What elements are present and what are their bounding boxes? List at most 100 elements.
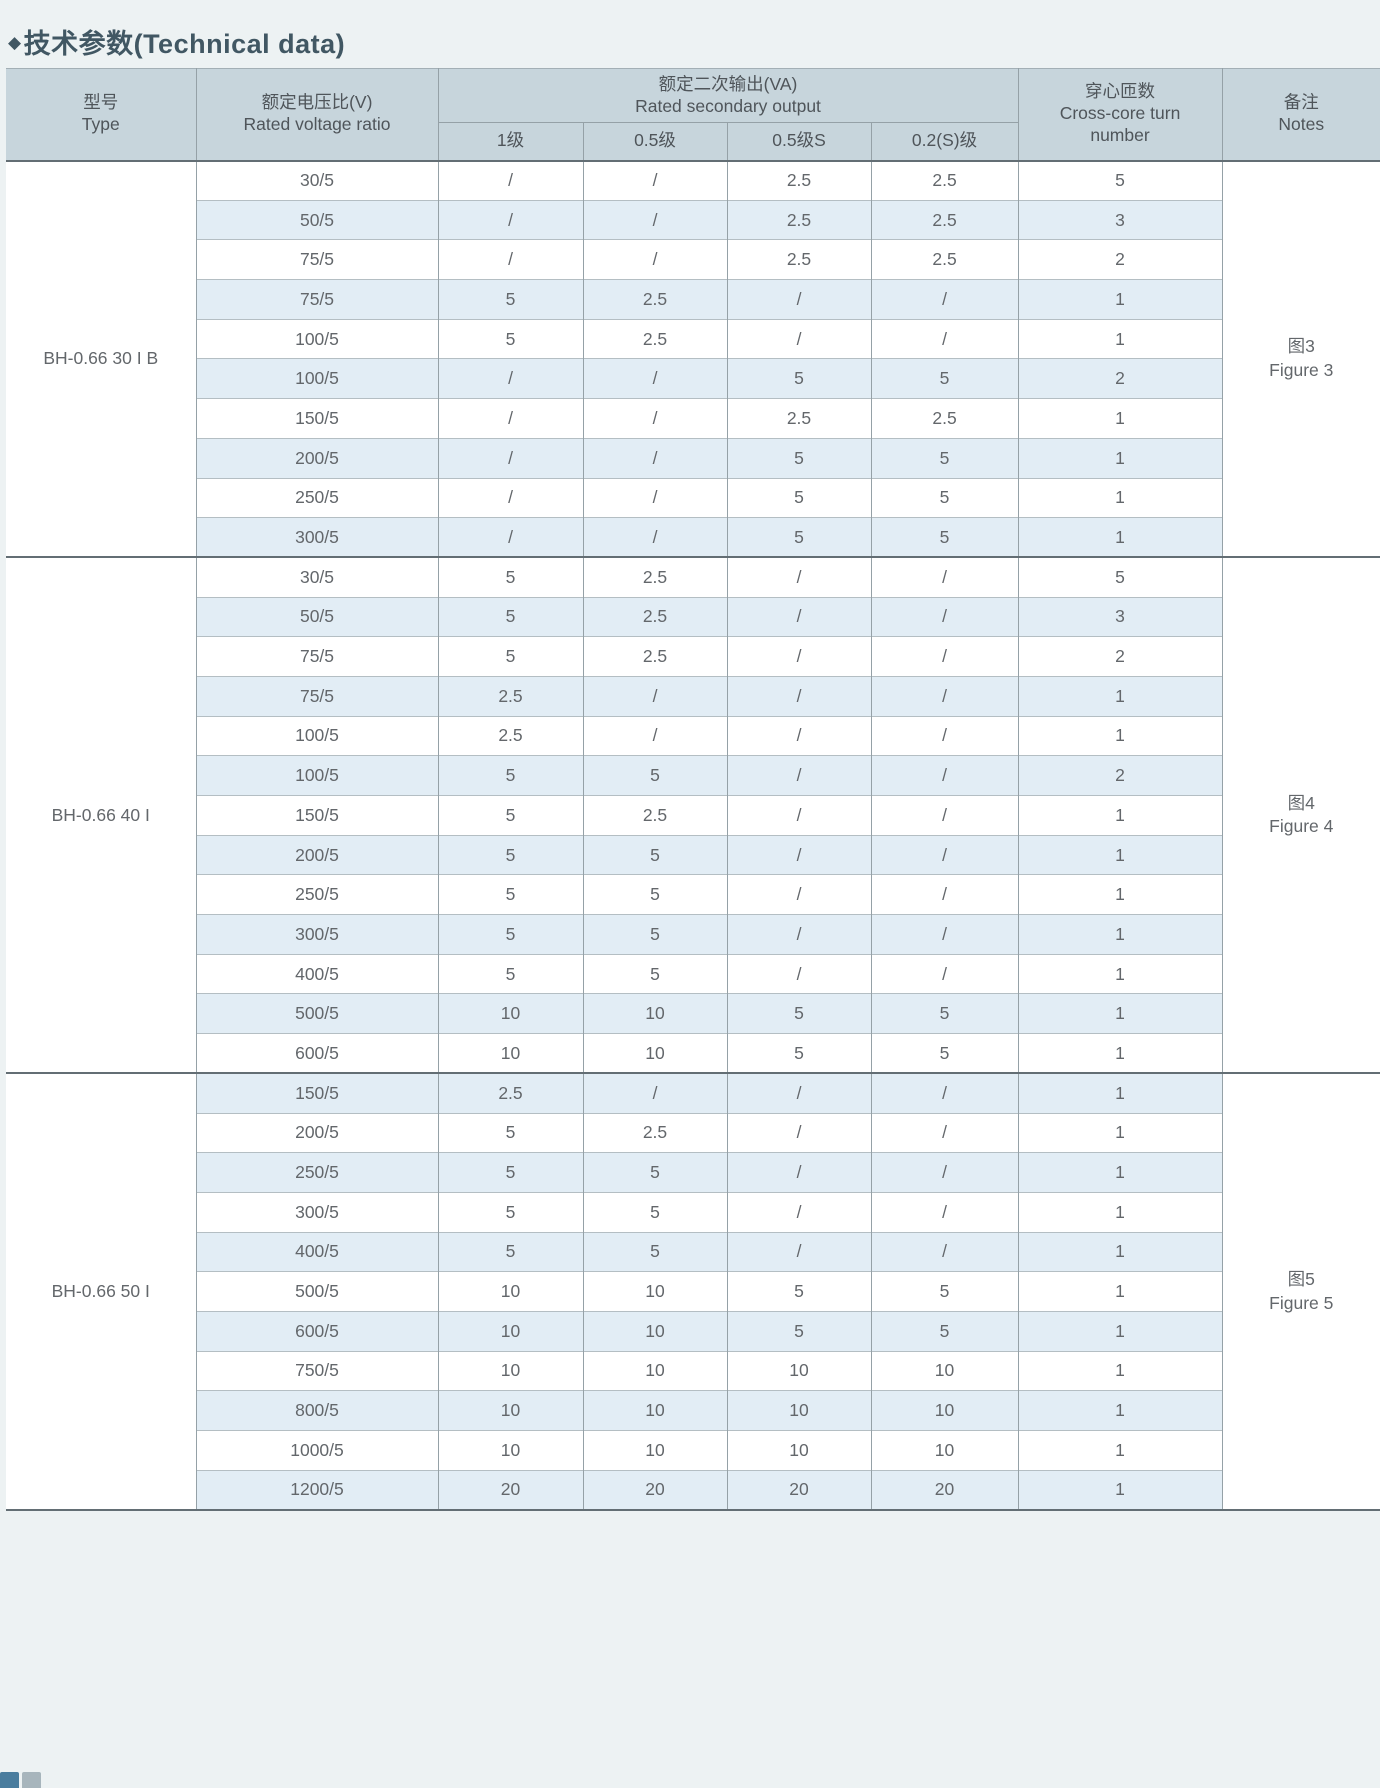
col-header-turns: 穿心匝数 Cross-core turn number <box>1017 68 1223 161</box>
col-header-class-0-5: 0.5级 <box>582 122 728 161</box>
output-class05s-cell: / <box>726 914 872 955</box>
ratio-cell: 150/5 <box>195 795 439 836</box>
ratio-cell: 600/5 <box>195 1310 439 1352</box>
output-class1-cell: 10 <box>437 1033 584 1074</box>
table-row: BH-0.66 30 I B 30/5//2.5 2.5 5 图3 Figure 3 <box>6 159 1380 558</box>
output-class02s-cell: / <box>870 596 1019 637</box>
turns-cell: 1 <box>1017 1350 1223 1391</box>
ratio-cell: 75/5 <box>195 279 439 320</box>
table-row: 50/5//2.5 2.5 3 <box>6 199 1380 240</box>
col-header-ratio-en: Rated voltage ratio <box>243 114 391 135</box>
col-header-output: 额定二次输出(VA) Rated secondary output <box>437 68 1019 123</box>
output-class02s-cell: 2.5 <box>870 159 1019 201</box>
turns-cell: 1 <box>1017 874 1223 915</box>
output-class05s-cell: / <box>726 1231 872 1272</box>
output-class05s-cell: 5 <box>726 358 872 399</box>
output-class1-cell: / <box>437 239 584 280</box>
output-class05-cell: 2.5 <box>582 795 728 836</box>
output-class05-cell: 10 <box>582 1271 728 1312</box>
ratio-cell: 30/5 <box>195 159 439 201</box>
output-class05-cell: / <box>582 159 728 201</box>
output-class05-cell: / <box>582 675 728 717</box>
output-class1-cell: 5 <box>437 1231 584 1272</box>
output-class05s-cell: / <box>726 795 872 836</box>
ratio-cell: 1200/5 <box>195 1469 439 1510</box>
turns-cell: 3 <box>1017 199 1223 240</box>
output-class05s-cell: 2.5 <box>726 159 872 201</box>
table-row: 100/5 5 5//2 <box>6 755 1380 796</box>
turns-cell: 1 <box>1017 477 1223 518</box>
output-class05-cell: 10 <box>582 1430 728 1471</box>
output-class1-cell: 5 <box>437 795 584 836</box>
table-row: 75/5 5 2.5//2 <box>6 636 1380 677</box>
col-header-type: 型号 Type <box>6 68 197 161</box>
output-class05-cell: / <box>582 1072 728 1113</box>
output-class05s-cell: 2.5 <box>726 398 872 439</box>
output-class02s-cell: / <box>870 1191 1019 1233</box>
output-class02s-cell: 5 <box>870 517 1019 558</box>
output-class05-cell: / <box>582 358 728 399</box>
col-header-notes: 备注 Notes <box>1221 68 1380 161</box>
model-type-cell: BH-0.66 30 I B <box>6 159 197 558</box>
col-header-class-1: 1级 <box>438 122 584 161</box>
table-row: 100/5 2.5///1 <box>6 715 1380 756</box>
output-class02s-cell: / <box>870 795 1019 836</box>
ratio-cell: 75/5 <box>195 239 439 280</box>
ratio-cell: 800/5 <box>195 1390 439 1431</box>
output-class1-cell: / <box>437 159 584 201</box>
output-class02s-cell: / <box>870 914 1019 955</box>
table-row: 75/5//2.5 2.5 2 <box>6 239 1380 280</box>
output-class1-cell: 5 <box>437 874 584 915</box>
ratio-cell: 500/5 <box>195 1271 439 1312</box>
output-class02s-cell: 5 <box>870 358 1019 399</box>
output-class05-cell: 5 <box>582 874 728 915</box>
turns-cell: 1 <box>1017 715 1223 756</box>
col-header-class-0-2s: 0.2(S)级 <box>870 122 1019 161</box>
output-class1-cell: 10 <box>437 1390 584 1431</box>
output-class05s-cell: / <box>726 596 872 637</box>
ratio-cell: 100/5 <box>195 755 439 796</box>
turns-cell: 2 <box>1017 755 1223 796</box>
output-class1-cell: 5 <box>437 914 584 955</box>
ratio-cell: 500/5 <box>195 993 439 1034</box>
notes-cell: 图4 Figure 4 <box>1221 556 1380 1074</box>
output-class05-cell: / <box>582 477 728 518</box>
ratio-cell: 100/5 <box>195 358 439 399</box>
turns-cell: 2 <box>1017 358 1223 399</box>
output-class05s-cell: 5 <box>726 517 872 558</box>
output-class05-cell: 10 <box>582 1310 728 1352</box>
turns-cell: 1 <box>1017 1112 1223 1153</box>
notes-cell: 图5 Figure 5 <box>1221 1072 1380 1510</box>
col-header-output-en: Rated secondary output <box>635 95 821 116</box>
output-class02s-cell: 5 <box>870 1310 1019 1352</box>
table-row: 400/5 5 5//1 <box>6 1231 1380 1272</box>
output-class02s-cell: 2.5 <box>870 398 1019 439</box>
output-class1-cell: / <box>437 398 584 439</box>
turns-cell: 1 <box>1017 953 1223 994</box>
output-class05-cell: 5 <box>582 1191 728 1233</box>
ratio-cell: 400/5 <box>195 1231 439 1272</box>
table-row: 500/5 10 10 5 5 1 <box>6 993 1380 1034</box>
page-title: ◆ 技术参数(Technical data) <box>8 22 345 61</box>
ratio-cell: 250/5 <box>195 477 439 518</box>
table-row: 500/5 10 10 5 5 1 <box>6 1271 1380 1312</box>
turns-cell: 1 <box>1017 834 1223 875</box>
table-row: 250/5 5 5//1 <box>6 874 1380 915</box>
output-class1-cell: 5 <box>437 556 584 598</box>
ratio-cell: 300/5 <box>195 517 439 558</box>
output-class05s-cell: 10 <box>726 1390 872 1431</box>
table-row: 50/5 5 2.5//3 <box>6 596 1380 637</box>
col-header-ratio-zh: 额定电压比(V) <box>261 92 373 113</box>
ratio-cell: 50/5 <box>195 596 439 637</box>
output-class02s-cell: 10 <box>870 1350 1019 1391</box>
output-class05s-cell: 5 <box>726 477 872 518</box>
output-class02s-cell: / <box>870 279 1019 320</box>
output-class05-cell: 10 <box>582 993 728 1034</box>
turns-cell: 1 <box>1017 1152 1223 1193</box>
ratio-cell: 200/5 <box>195 1112 439 1153</box>
output-class05-cell: / <box>582 239 728 280</box>
output-class05s-cell: / <box>726 1072 872 1113</box>
output-class05s-cell: / <box>726 1152 872 1193</box>
output-class05s-cell: / <box>726 556 872 598</box>
output-class02s-cell: 5 <box>870 437 1019 478</box>
